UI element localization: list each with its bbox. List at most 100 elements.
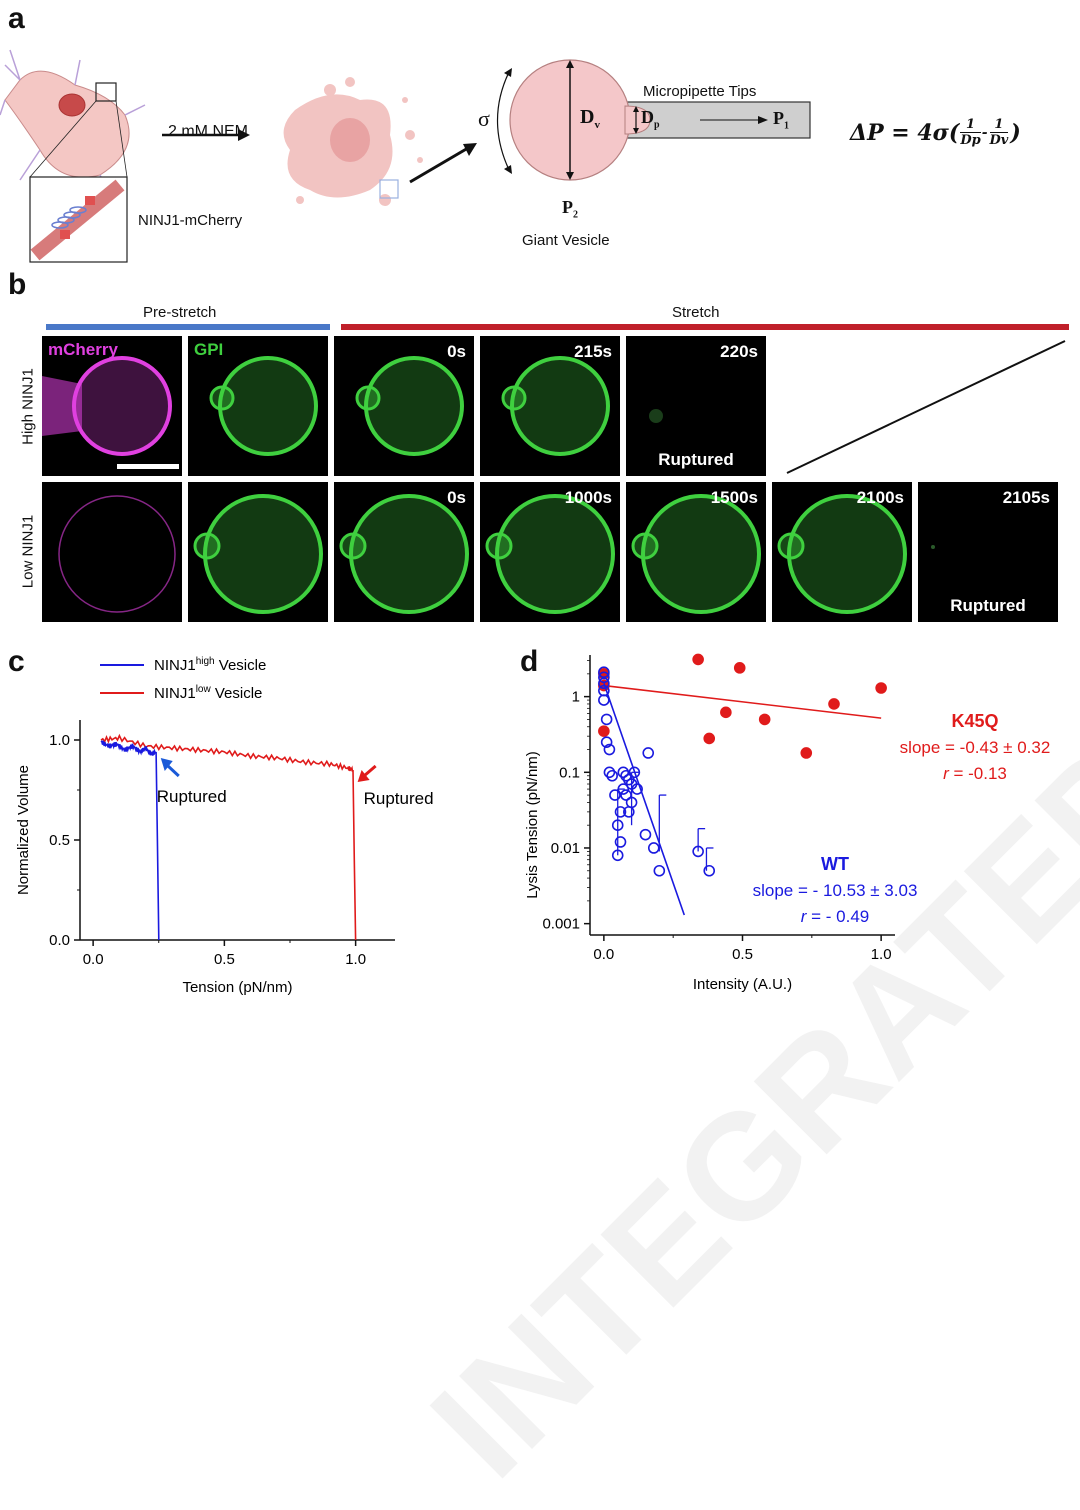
timestamp-label: 215s [574,342,612,361]
point-wt [639,828,652,841]
row-label-low: Low NINJ1 [19,514,37,589]
timestamp-label: 0s [447,342,466,361]
y-axis-label: Normalized Volume [15,765,32,895]
low-tile-3: 0s [334,482,474,622]
cell-illustration [0,49,146,196]
ruptured-arrowhead-blue [160,758,173,771]
high-tile-3: 0s [334,336,474,476]
timestamp-label: 2100s [856,488,904,507]
p1-label: P1 [773,108,789,132]
stretch-label: Stretch [672,304,720,321]
x-tick-label: 0.5 [732,946,753,963]
sigma-label: σ [478,106,490,131]
timestamp-label: 1500s [710,488,758,507]
point-wt [598,666,610,679]
timestamp-label: 0s [447,488,466,507]
point-wt [598,671,610,684]
series-ninj1-high-line [100,740,160,941]
y-tick-label: 0.5 [49,832,70,849]
panel-letter-b: b [8,268,27,301]
panel-letter-d: d [520,645,539,678]
channel-label: mCherry [48,340,118,359]
pressure-equation: ΔP = 4σ( 1 Dp - 1 Dv ) [850,117,1021,148]
zoom-box-small [95,82,117,102]
point-wt [598,677,610,690]
fit-line-k45q [603,684,882,719]
prestretch-label: Pre-stretch [143,304,217,321]
x-axis-label: Intensity (A.U.) [693,976,792,993]
y-tick-label: 0.001 [542,916,580,933]
panel-a-schematic [0,49,811,263]
chart-normalized-volume: 0.0 0.5 1.0 0.0 0.5 1.0 Tension (pN/nm) Normali… [15,656,434,996]
low-tile-5: 1500s [626,482,766,622]
point-wt [614,806,627,818]
zoom-box-vesicle [379,179,399,199]
x-tick-label: 0.0 [593,946,614,963]
point-k45q [692,653,704,666]
empty-slot-diagonal [786,340,1066,474]
giant-vesicle-label: Giant Vesicle [522,232,610,249]
point-k45q [720,706,732,719]
point-wt [600,713,613,726]
timestamp-label: 1000s [564,488,612,507]
y-tick-label: 0.1 [559,764,580,781]
point-k45q [733,662,746,674]
ruptured-label: Ruptured [658,450,734,469]
point-k45q [800,747,813,759]
x-tick-label: 1.0 [345,951,366,968]
row-label-high: High NINJ1 [19,368,37,445]
low-tile-4: 1000s [480,482,620,622]
y-tick-label: 1 [572,689,580,706]
channel-label: GPI [194,340,224,359]
wt-title: WT [821,854,849,874]
point-wt [603,743,616,756]
micropipette-label: Micropipette Tips [643,83,757,100]
point-k45q [598,725,610,737]
y-tick-label: 1.0 [49,732,70,749]
annotation-ruptured-low: Ruptured [364,789,434,808]
k45q-r: r = -0.13 [943,764,1007,783]
k45q-slope: slope = -0.43 ± 0.32 [900,738,1051,757]
x-tick-label: 0.0 [83,951,104,968]
dp-label: Dp [641,107,660,131]
x-tick-label: 1.0 [871,946,892,963]
timestamp-label: 2105s [1002,488,1050,507]
wt-slope: slope = - 10.53 ± 3.03 [753,881,918,900]
high-tile-1: mCherry [42,336,182,476]
low-tile-7: 2105s Ruptured [918,482,1058,622]
ruptured-arrowhead-red [357,770,370,782]
p2-label: P2 [562,197,578,221]
panel-letter-a: a [8,2,25,35]
point-wt [653,864,666,877]
point-wt [609,789,621,801]
y-axis-label: Lysis Tension (pN/nm) [524,751,541,899]
k45q-title: K45Q [951,711,998,731]
ruptured-label: Ruptured [950,596,1026,615]
fit-line-wt [603,683,686,916]
x-axis-label: Tension (pN/nm) [182,979,292,996]
point-wt [598,694,610,706]
low-tile-1 [42,482,182,622]
dv-label: Dv [580,106,600,131]
prestretch-bar [46,324,330,330]
point-k45q [703,732,716,745]
point-wt [617,766,630,779]
nem-label: 2 mM NEM [168,123,248,140]
annotation-ruptured-high: Ruptured [157,787,227,806]
y-tick-label: 0.0 [49,932,70,949]
high-tile-5: 220s Ruptured [626,336,766,476]
wt-r: r = - 0.49 [801,907,870,926]
point-k45q [828,698,840,710]
point-wt [647,842,660,854]
point-k45q [875,682,887,694]
scale-bar [117,464,179,469]
series-ninj1-low-line [100,733,357,941]
x-tick-label: 0.5 [214,951,235,968]
point-wt [642,747,655,759]
high-tile-2: GPI [188,336,328,476]
point-k45q [758,713,771,726]
point-wt [603,766,616,779]
legend-label: NINJ1high Vesicle [154,656,266,674]
stretch-bar [341,324,1069,330]
legend-label: NINJ1low Vesicle [154,684,262,702]
